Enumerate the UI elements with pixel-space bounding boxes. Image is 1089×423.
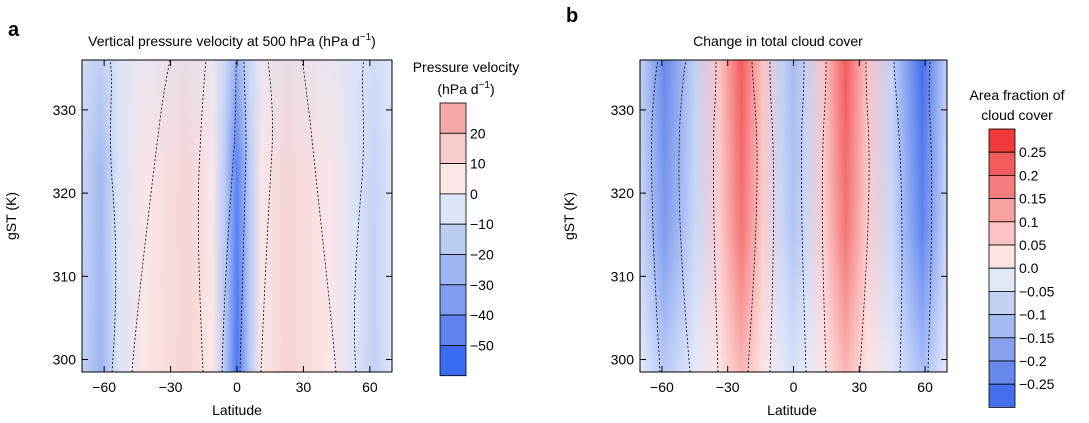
x-tick-label: −60	[92, 379, 116, 395]
y-tick-label: 300	[611, 352, 635, 368]
panel-letter-b: b	[566, 5, 578, 27]
panel-a-axes: −60 −30 0 30 60 300 310 320 330	[53, 60, 392, 395]
y-tick-label: 330	[53, 102, 77, 118]
x-tick-label: 0	[790, 379, 798, 395]
colorbar-swatch	[439, 344, 467, 377]
colorbar-swatch	[988, 290, 1016, 315]
colorbar-b-title-line1: Area fraction of	[970, 87, 1065, 103]
colorbar-tick-label: −10	[470, 216, 494, 232]
colorbar-tick-label: 0.2	[1019, 167, 1039, 183]
colorbar-tick-label: −40	[470, 307, 494, 323]
panel-letter-a: a	[8, 19, 20, 41]
panel-a-contours	[109, 59, 365, 373]
colorbar-tick-label: −0.05	[1019, 283, 1055, 299]
colorbar-tick-label: 0.1	[1019, 214, 1039, 230]
colorbar-tick-label: 0.25	[1019, 144, 1046, 160]
colorbar-tick-label: 0.15	[1019, 191, 1046, 207]
y-tick-label: 310	[53, 268, 77, 284]
colorbar-b-title-line2: cloud cover	[981, 107, 1053, 123]
colorbar-tick-label: −0.1	[1019, 307, 1047, 323]
y-tick-label: 320	[611, 185, 635, 201]
panel-b-y-label: gST (K)	[561, 192, 577, 240]
colorbar-a-title-line2: (hPa d−1)	[437, 80, 494, 97]
colorbar-swatch	[988, 221, 1016, 246]
colorbar-swatch	[988, 383, 1016, 408]
colorbar-swatch	[439, 132, 467, 165]
panel-b-title: Change in total cloud cover	[693, 33, 863, 49]
colorbar-tick-label: 0	[470, 186, 478, 202]
y-tick-label: 310	[611, 268, 635, 284]
colorbar-a-title-line1: Pressure velocity	[413, 59, 520, 75]
colorbar-swatch	[439, 102, 467, 134]
panel-a-colorbar: Pressure velocity (hPa d−1) 20 10 0 −10 −20 −…	[413, 59, 520, 377]
colorbar-swatch	[988, 267, 1016, 292]
colorbar-swatch	[439, 223, 467, 255]
colorbar-tick-label: 20	[470, 125, 486, 141]
colorbar-tick-label: 0.05	[1019, 237, 1046, 253]
colorbar-swatch	[988, 360, 1016, 385]
colorbar-swatch	[439, 254, 467, 286]
panel-a-x-label: Latitude	[212, 402, 262, 418]
panel-a-field-shade	[82, 60, 392, 372]
colorbar-swatch	[988, 314, 1016, 339]
x-tick-label: −30	[159, 379, 183, 395]
x-tick-label: 60	[917, 379, 933, 395]
colorbar-tick-label: −0.15	[1019, 330, 1055, 346]
x-tick-label: −30	[716, 379, 740, 395]
colorbar-swatch	[988, 244, 1016, 269]
colorbar-tick-label: −20	[470, 247, 494, 263]
x-tick-label: 0	[233, 379, 241, 395]
colorbar-swatch	[988, 337, 1016, 362]
panel-b-x-label: Latitude	[767, 402, 817, 418]
panel-b-field-shade	[640, 60, 947, 372]
colorbar-tick-label: 0.0	[1019, 260, 1039, 276]
colorbar-swatch	[988, 128, 1016, 153]
panel-a-plot-area	[82, 59, 392, 373]
panel-a-y-label: gST (K)	[3, 192, 19, 240]
colorbar-a-swatches: 20 10 0 −10 −20 −30 −40 −50	[439, 102, 494, 377]
colorbar-tick-label: −50	[470, 337, 494, 353]
colorbar-swatch	[439, 314, 467, 346]
x-tick-label: 30	[296, 379, 312, 395]
colorbar-swatch	[988, 151, 1016, 176]
colorbar-b-swatches: 0.25 0.2 0.15 0.1 0.05 0.0 −0.05 −0.1 −0.15 −0.2 −…	[988, 128, 1055, 408]
panel-a: Vertical pressure velocity at 500 hPa (h…	[3, 32, 519, 418]
colorbar-swatch	[988, 174, 1016, 199]
x-tick-label: −60	[650, 379, 674, 395]
colorbar-swatch	[439, 193, 467, 225]
colorbar-swatch	[988, 198, 1016, 223]
x-tick-label: 30	[851, 379, 867, 395]
y-tick-label: 320	[53, 185, 77, 201]
panel-b-plot-area	[640, 59, 947, 373]
y-tick-label: 330	[611, 102, 635, 118]
colorbar-tick-label: 10	[470, 156, 486, 172]
panel-b-colorbar: Area fraction of cloud cover 0.25 0.2 0.15…	[970, 87, 1065, 408]
panel-b: Change in total cloud cover −60 −30 0 30 60 3…	[561, 33, 1065, 418]
panel-b-contours	[651, 59, 933, 373]
y-tick-label: 300	[53, 352, 77, 368]
x-tick-label: 60	[362, 379, 378, 395]
colorbar-tick-label: −30	[470, 277, 494, 293]
panel-b-axes: −60 −30 0 30 60 300 310 320 330	[611, 60, 947, 395]
colorbar-tick-label: −0.2	[1019, 353, 1047, 369]
colorbar-swatch	[439, 163, 467, 195]
panel-a-title: Vertical pressure velocity at 500 hPa (h…	[88, 32, 376, 49]
colorbar-swatch	[439, 284, 467, 316]
colorbar-tick-label: −0.25	[1019, 376, 1055, 392]
